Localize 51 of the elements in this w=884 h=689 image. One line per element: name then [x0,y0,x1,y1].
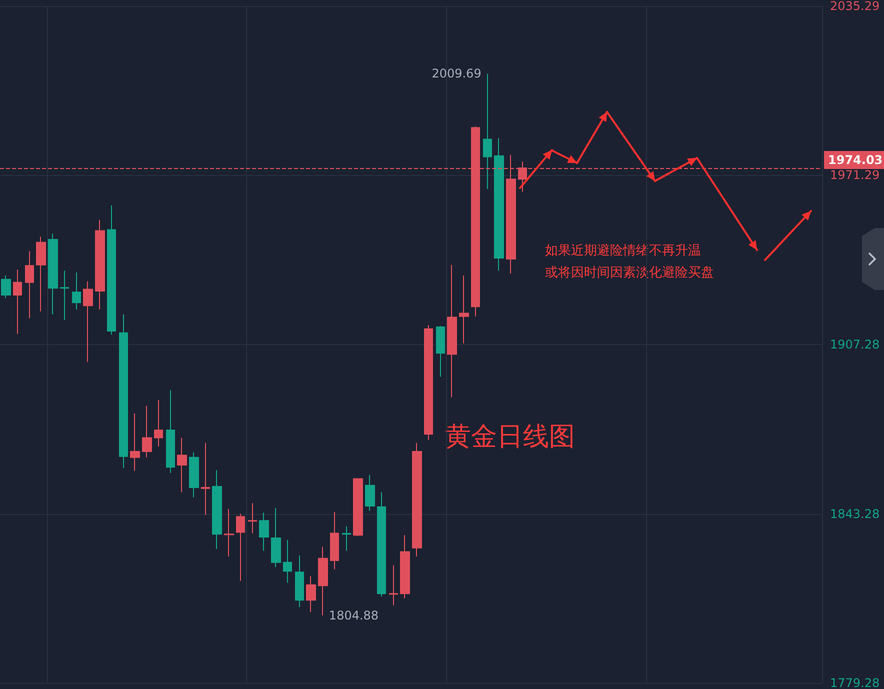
candlestick [447,264,457,398]
candlestick [25,250,34,319]
candlestick [436,325,445,378]
candlestick [201,442,210,516]
candlestick [36,236,46,312]
candlestick [248,502,257,534]
candlestick [1,274,11,298]
candlestick [295,554,304,608]
candlestick [166,390,175,474]
candlestick [236,513,245,582]
candlestick [353,478,363,537]
annotation: 1804.88 [328,608,379,622]
candlestick [72,272,81,310]
candlestick [154,399,163,448]
y-tick-label: 1779.28 [830,676,880,689]
candlestick [342,526,351,552]
candlestick [259,512,269,552]
candlestick [400,534,410,599]
y-tick-label: 2035.29 [830,0,880,13]
candlestick [389,564,398,606]
candlestick [48,233,58,315]
annotation: 2009.69 [432,66,482,81]
y-tick-label: 1843.28 [830,506,880,521]
candlestick [224,508,234,558]
candlestick [318,546,328,616]
candlestick [119,314,128,468]
candlestick [424,324,433,440]
candlestick [60,270,69,321]
y-tick-label: 1907.28 [830,338,880,352]
candlestick [330,511,339,570]
candlestick [177,437,187,493]
candlestick [377,492,386,597]
y-tick-label: 1971.29 [830,168,880,182]
candlestick [130,412,140,472]
candlestick [306,576,316,613]
candlestick [189,452,199,498]
candlestick [13,269,22,334]
candlestick [483,73,492,190]
candlestick [95,219,105,310]
candlestick [459,274,469,344]
candlestick [142,405,152,458]
candlestick [412,442,422,558]
candlestick [83,280,93,362]
ref-line-label: 1974.03 [828,153,883,167]
candlestick [365,474,375,512]
candlestick [494,138,504,272]
candlestick [271,507,281,568]
candlestick [212,470,222,550]
candlestick [283,539,292,584]
candlestick [107,204,116,336]
text: 黄金日线图 [445,422,575,452]
